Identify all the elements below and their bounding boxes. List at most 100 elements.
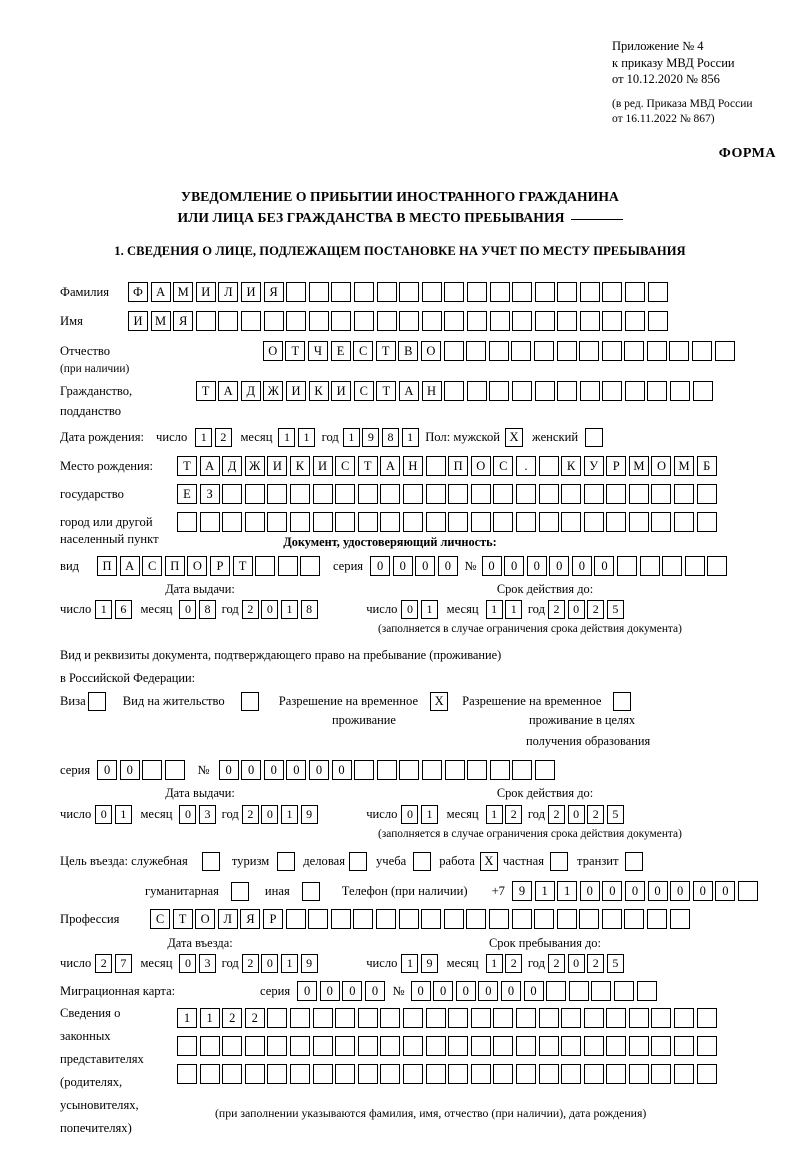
char-cell[interactable]: А (199, 456, 220, 476)
char-cell[interactable]: Т (357, 456, 378, 476)
digit-cell[interactable]: 0 (567, 600, 585, 619)
purpose-transit-checkbox[interactable] (624, 852, 643, 871)
char-cell[interactable] (511, 909, 532, 929)
purpose-humanitarian-checkbox[interactable] (230, 881, 249, 901)
char-cell[interactable] (376, 282, 397, 302)
char-cell[interactable]: 0 (715, 881, 736, 901)
char-cell[interactable] (651, 512, 672, 532)
char-cell[interactable] (425, 1064, 446, 1084)
digit-cell[interactable]: 3 (199, 805, 217, 824)
char-cell[interactable]: М (674, 456, 695, 476)
char-cell[interactable] (579, 341, 600, 361)
char-cell[interactable] (534, 282, 555, 302)
char-cell[interactable] (583, 1008, 604, 1028)
char-cell[interactable] (312, 1008, 333, 1028)
char-cell[interactable] (561, 1064, 582, 1084)
char-cell[interactable] (470, 1008, 491, 1028)
legal-rep-input-3[interactable] (177, 1064, 719, 1084)
char-cell[interactable] (357, 512, 378, 532)
char-cell[interactable]: 0 (218, 760, 239, 780)
char-cell[interactable] (380, 1064, 401, 1084)
char-cell[interactable] (308, 282, 329, 302)
char-cell[interactable] (267, 512, 288, 532)
char-cell[interactable] (267, 1036, 288, 1056)
char-cell[interactable]: Д (222, 456, 243, 476)
char-cell[interactable]: О (187, 556, 208, 576)
char-cell[interactable]: 0 (523, 981, 544, 1001)
char-cell[interactable] (312, 484, 333, 504)
char-cell[interactable]: Р (209, 556, 230, 576)
char-cell[interactable] (467, 760, 488, 780)
char-cell[interactable] (285, 909, 306, 929)
char-cell[interactable] (493, 1008, 514, 1028)
digit-cell[interactable]: 2 (241, 805, 259, 824)
char-cell[interactable]: Я (263, 282, 284, 302)
char-cell[interactable] (696, 1008, 717, 1028)
char-cell[interactable] (199, 512, 220, 532)
char-cell[interactable]: 0 (286, 760, 307, 780)
char-cell[interactable]: 0 (319, 981, 340, 1001)
char-cell[interactable]: Т (376, 381, 397, 401)
char-cell[interactable] (546, 981, 567, 1001)
digit-cell[interactable]: 2 (241, 600, 259, 619)
char-cell[interactable]: 0 (433, 981, 454, 1001)
char-cell[interactable] (651, 1064, 672, 1084)
char-cell[interactable]: И (128, 311, 148, 331)
char-cell[interactable] (557, 311, 578, 331)
char-cell[interactable] (289, 1008, 310, 1028)
char-cell[interactable] (308, 909, 329, 929)
char-cell[interactable] (470, 1064, 491, 1084)
char-cell[interactable]: Я (240, 909, 261, 929)
char-cell[interactable] (489, 311, 510, 331)
char-cell[interactable] (624, 381, 645, 401)
char-cell[interactable]: А (150, 282, 171, 302)
char-cell[interactable] (707, 556, 728, 576)
digit-cell[interactable]: 1 (281, 805, 299, 824)
char-cell[interactable] (651, 1036, 672, 1056)
digit-cell[interactable]: 1 (421, 600, 439, 619)
char-cell[interactable]: К (308, 381, 329, 401)
char-cell[interactable]: О (470, 456, 491, 476)
char-cell[interactable] (444, 282, 465, 302)
char-cell[interactable]: 0 (241, 760, 262, 780)
char-cell[interactable]: М (150, 311, 171, 331)
char-cell[interactable]: Е (177, 484, 197, 504)
char-cell[interactable] (647, 311, 668, 331)
char-cell[interactable] (448, 484, 469, 504)
purpose-work-checkbox[interactable]: X (479, 852, 498, 871)
char-cell[interactable] (628, 512, 649, 532)
char-cell[interactable] (470, 512, 491, 532)
char-cell[interactable] (538, 1008, 559, 1028)
char-cell[interactable] (421, 282, 442, 302)
char-cell[interactable] (579, 282, 600, 302)
char-cell[interactable]: 0 (647, 881, 668, 901)
char-cell[interactable]: Ф (128, 282, 148, 302)
digit-cell[interactable]: 0 (567, 805, 585, 824)
char-cell[interactable]: О (420, 341, 441, 361)
digit-cell[interactable]: 2 (505, 954, 523, 973)
char-cell[interactable] (561, 1036, 582, 1056)
char-cell[interactable] (628, 1064, 649, 1084)
digit-cell[interactable]: 0 (401, 805, 419, 824)
char-cell[interactable] (714, 341, 735, 361)
char-cell[interactable]: 0 (692, 881, 713, 901)
char-cell[interactable] (444, 381, 465, 401)
char-cell[interactable]: П (97, 556, 117, 576)
digit-cell[interactable]: 2 (548, 600, 566, 619)
char-cell[interactable]: 2 (222, 1008, 243, 1028)
char-cell[interactable] (289, 484, 310, 504)
char-cell[interactable]: В (398, 341, 419, 361)
char-cell[interactable] (662, 556, 683, 576)
char-cell[interactable]: К (561, 456, 582, 476)
digit-cell[interactable]: 6 (114, 600, 132, 619)
char-cell[interactable]: Т (375, 341, 396, 361)
digit-cell[interactable]: 1 (421, 805, 439, 824)
char-cell[interactable] (669, 341, 690, 361)
char-cell[interactable] (222, 512, 243, 532)
purpose-business-checkbox[interactable] (349, 852, 367, 871)
